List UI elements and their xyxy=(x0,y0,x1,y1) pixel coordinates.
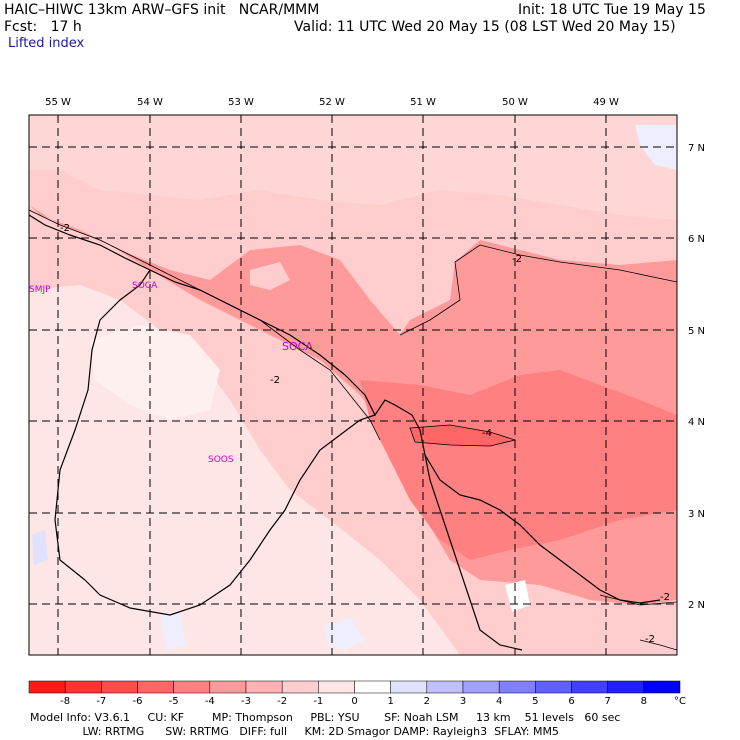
positive-spot xyxy=(160,612,186,650)
contour-minus4 xyxy=(409,424,517,447)
colorbar-swatch xyxy=(101,680,138,694)
model-info-line1: Model Info: V3.6.1 CU: KF MP: Thompson P… xyxy=(30,711,621,724)
lon-label: 50 W xyxy=(502,97,528,108)
colorbar-tick-label: -3 xyxy=(241,696,251,707)
border-suriname-french-guiana xyxy=(84,414,376,616)
colorbar-tick-label: 7 xyxy=(604,696,610,707)
model-info-line2: LW: RRTMG SW: RRTMG DIFF: full KM: 2D Sm… xyxy=(30,725,559,738)
init-time: Init: 18 UTC Tue 19 May 15 xyxy=(518,2,706,18)
contour-label: -2 xyxy=(270,375,280,386)
contour-minus2 xyxy=(29,209,381,441)
colorbar-swatch xyxy=(64,680,102,694)
lon-label: 53 W xyxy=(228,97,254,108)
lon-label: 49 W xyxy=(593,97,619,108)
colorbar-swatch xyxy=(426,680,464,694)
interior-patch xyxy=(90,325,220,420)
contour-label: -2 xyxy=(660,592,670,603)
colorbar-tick-label: -7 xyxy=(96,696,106,707)
contour-minus2 xyxy=(599,594,677,606)
lon-label: 51 W xyxy=(410,97,436,108)
lat-label: 5 N xyxy=(688,326,705,337)
colorbar-tick-label: -8 xyxy=(60,696,70,707)
station-soos: SOOS xyxy=(208,455,234,465)
colorbar-swatch xyxy=(28,680,66,694)
interior-patch xyxy=(250,262,290,290)
lat-label: 7 N xyxy=(688,143,705,154)
border-suriname-guyana xyxy=(54,269,151,581)
colorbar-swatch xyxy=(354,680,391,694)
contour-minus2 xyxy=(399,261,461,336)
lat-lon-grid xyxy=(29,115,677,655)
colorbar-swatch xyxy=(607,680,645,694)
colorbar xyxy=(28,680,681,694)
lon-label: 55 W xyxy=(45,97,71,108)
lon-label: 52 W xyxy=(319,97,345,108)
colorbar-tick-label: -2 xyxy=(277,696,287,707)
shaded-field: -2 -2 -2 -4 -2 -2 SMJP SOCA SOCA SOOS xyxy=(29,115,677,655)
colorbar-swatch xyxy=(390,680,428,694)
contour-minus2 xyxy=(454,244,677,283)
colorbar-tick-label: 2 xyxy=(424,696,430,707)
contour-label: -2 xyxy=(512,254,522,265)
chart-title: HAIC–HIWC 13km ARW–GFS init NCAR/MMM xyxy=(4,2,320,18)
lon-label: 54 W xyxy=(137,97,163,108)
colorbar-swatch xyxy=(173,680,211,694)
coastline xyxy=(29,214,523,651)
colorbar-tick-label: 5 xyxy=(532,696,538,707)
colorbar-swatch xyxy=(245,680,283,694)
colorbar-swatch xyxy=(137,680,174,694)
colorbar-swatch xyxy=(318,680,355,694)
field-name: Lifted index xyxy=(8,36,85,51)
positive-spot xyxy=(325,618,365,650)
colorbar-tick-label: 3 xyxy=(460,696,466,707)
colorbar-tick-label: -4 xyxy=(205,696,215,707)
station-smjp: SMJP xyxy=(29,285,51,295)
colorbar-swatch xyxy=(643,680,681,694)
colorbar-tick-label: 1 xyxy=(387,696,393,707)
contour-label: -2 xyxy=(60,223,70,234)
valid-time: Valid: 11 UTC Wed 20 May 15 (08 LST Wed … xyxy=(294,19,676,35)
colorbar-tick-label: -5 xyxy=(169,696,179,707)
colorbar-swatch xyxy=(462,680,500,694)
colorbar-unit: °C xyxy=(674,696,686,707)
station-soca: SOCA xyxy=(282,340,313,353)
contour-minus2 xyxy=(639,639,677,651)
colorbar-swatch xyxy=(498,680,536,694)
colorbar-swatch xyxy=(535,680,572,694)
colorbar-tick-label: 0 xyxy=(351,696,357,707)
station-socm: SOCA xyxy=(132,281,158,291)
colorbar-ticks: -8 -7 -6 -5 -4 -3 -2 -1 0 1 2 3 4 5 6 7 8 xyxy=(60,696,647,707)
forecast-hour: Fcst: 17 h xyxy=(4,19,82,35)
lat-label: 6 N xyxy=(688,234,705,245)
contour-label: -4 xyxy=(482,428,492,439)
positive-spot xyxy=(32,530,48,565)
lat-label: 3 N xyxy=(688,509,705,520)
colorbar-tick-label: -6 xyxy=(133,696,143,707)
colorbar-tick-label: 6 xyxy=(568,696,574,707)
colorbar-tick-label: 4 xyxy=(496,696,502,707)
colorbar-tick-label: -1 xyxy=(313,696,323,707)
field-core-minus5 xyxy=(410,425,515,446)
colorbar-swatch xyxy=(571,680,608,694)
lat-label: 4 N xyxy=(688,417,705,428)
contour-label: -2 xyxy=(645,634,655,645)
lat-label: 2 N xyxy=(688,600,705,611)
colorbar-swatch xyxy=(281,680,319,694)
plot-frame xyxy=(28,114,678,656)
colorbar-swatch xyxy=(209,680,247,694)
colorbar-tick-label: 8 xyxy=(641,696,647,707)
